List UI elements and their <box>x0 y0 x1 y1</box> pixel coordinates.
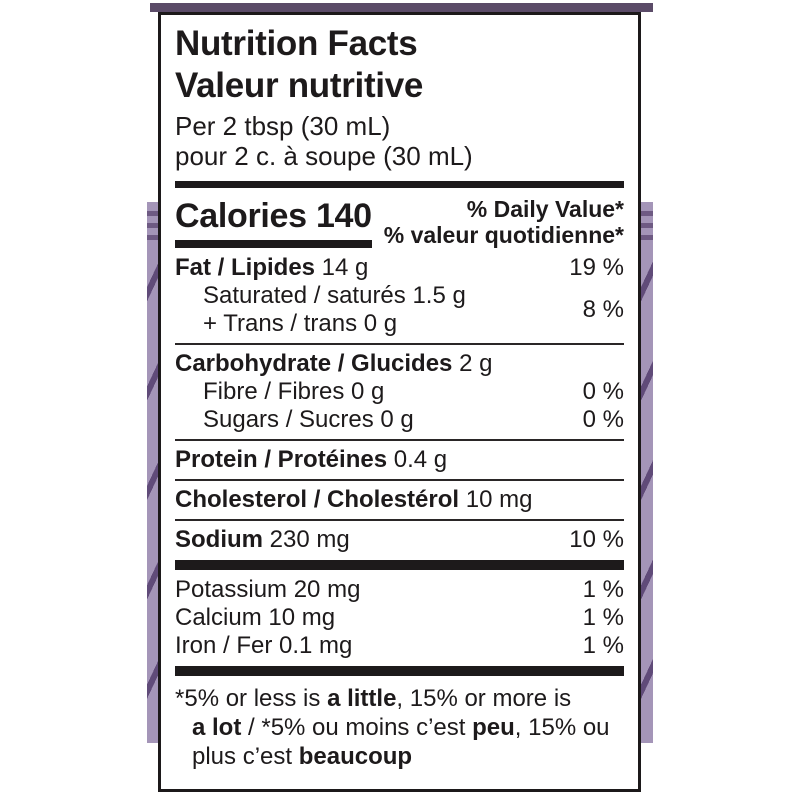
nutrient-row-fat: Fat / Lipides 14 g 19 % <box>175 254 624 282</box>
calories-row: Calories 140 % Daily Value* % valeur quo… <box>175 196 624 248</box>
nutrient-line-trans: + Trans / trans 0 g <box>203 310 398 337</box>
serving-size-fr: pour 2 c. à soupe (30 mL) <box>175 141 473 171</box>
nutrition-facts-label: Nutrition Facts Valeur nutritive Per 2 t… <box>158 12 641 792</box>
divider-thick-minerals <box>175 560 624 570</box>
package-right-edge <box>641 202 653 743</box>
nutrient-row-calcium: Calcium 10 mg 1 % <box>175 604 624 632</box>
package-left-edge <box>147 202 159 743</box>
nutrient-name-potassium: Potassium 20 mg <box>175 576 361 603</box>
nutrient-name-carbohydrate: Carbohydrate / Glucides 2 g <box>175 350 493 377</box>
nutrient-line-saturated: Saturated / saturés 1.5 g <box>203 282 466 309</box>
divider <box>175 343 624 345</box>
divider-thick-top <box>175 181 624 188</box>
nutrient-name-cholesterol: Cholesterol / Cholestérol 10 mg <box>175 486 533 513</box>
percent-dv-fibre: 0 % <box>582 378 624 405</box>
nutrient-name-sodium: Sodium 230 mg <box>175 526 350 553</box>
nutrient-name-fat: Fat / Lipides 14 g <box>175 254 369 281</box>
label-title-en: Nutrition Facts <box>175 24 418 63</box>
percent-dv-fat: 19 % <box>569 254 624 281</box>
percent-dv-iron: 1 % <box>582 632 624 659</box>
footnote-line-1: *5% or less is a little, 15% or more is <box>175 685 572 712</box>
percent-dv-sugars: 0 % <box>582 406 624 433</box>
nutrient-name-iron: Iron / Fer 0.1 mg <box>175 632 353 659</box>
nutrient-row-sugars: Sugars / Sucres 0 g 0 % <box>175 406 624 434</box>
calories-heading: Calories 140 <box>175 196 372 248</box>
label-title-fr: Valeur nutritive <box>175 66 424 105</box>
footnote-line-3: plus c’est beaucoup <box>192 743 413 770</box>
nutrient-name-sugars: Sugars / Sucres 0 g <box>203 406 414 433</box>
footnote: *5% or less is a little, 15% or more is … <box>175 684 624 771</box>
calories-word: Calories <box>175 197 307 235</box>
nutrient-name-protein: Protein / Protéines 0.4 g <box>175 446 448 473</box>
nutrient-row-potassium: Potassium 20 mg 1 % <box>175 576 624 604</box>
nutrient-row-saturated-trans: Saturated / saturés 1.5 g + Trans / tran… <box>175 282 624 338</box>
divider <box>175 479 624 481</box>
divider-thick-footnote <box>175 666 624 676</box>
serving-size-en: Per 2 tbsp (30 mL) <box>175 111 391 141</box>
nutrient-row-fibre: Fibre / Fibres 0 g 0 % <box>175 378 624 406</box>
nutrient-name-fibre: Fibre / Fibres 0 g <box>203 378 385 405</box>
percent-dv-calcium: 1 % <box>582 604 624 631</box>
percent-dv-saturated-trans: 8 % <box>582 296 624 323</box>
nutrient-row-sodium: Sodium 230 mg 10 % <box>175 526 624 554</box>
nutrient-row-carbohydrate: Carbohydrate / Glucides 2 g <box>175 350 624 378</box>
nutrient-name-saturated-trans: Saturated / saturés 1.5 g + Trans / tran… <box>175 282 466 338</box>
nutrient-row-cholesterol: Cholesterol / Cholestérol 10 mg <box>175 486 624 514</box>
percent-dv-sodium: 10 % <box>569 526 624 553</box>
footnote-line-2: a lot / *5% ou moins c’est peu, 15% ou <box>192 714 610 741</box>
divider <box>175 519 624 521</box>
percent-dv-potassium: 1 % <box>582 576 624 603</box>
nutrient-name-calcium: Calcium 10 mg <box>175 604 336 631</box>
daily-value-header-fr: % valeur quotidienne* <box>383 222 624 248</box>
calories-value: 140 <box>315 197 372 235</box>
nutrient-row-iron: Iron / Fer 0.1 mg 1 % <box>175 632 624 660</box>
divider <box>175 439 624 441</box>
daily-value-header: % Daily Value* % valeur quotidienne* <box>384 196 624 248</box>
package-top-edge <box>150 3 653 12</box>
daily-value-header-en: % Daily Value* <box>466 196 624 222</box>
nutrient-row-protein: Protein / Protéines 0.4 g <box>175 446 624 474</box>
